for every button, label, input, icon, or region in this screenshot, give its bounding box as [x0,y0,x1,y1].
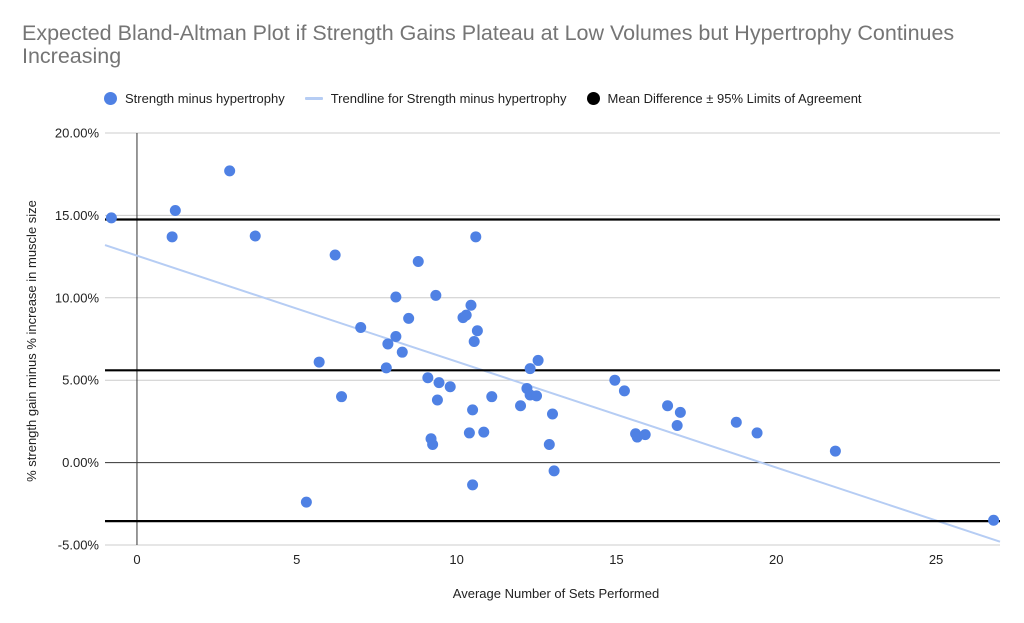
data-point[interactable] [355,321,367,333]
data-point[interactable] [396,346,408,358]
data-point[interactable] [639,429,651,441]
data-point[interactable] [433,377,445,389]
data-point[interactable] [543,438,555,450]
data-point[interactable] [169,204,181,216]
y-axis-label: % strength gain minus % increase in musc… [24,200,39,482]
data-point[interactable] [380,362,392,374]
data-point[interactable] [249,230,261,242]
data-point[interactable] [460,309,472,321]
legend-marker-trendline [304,96,323,100]
data-point[interactable] [467,404,479,416]
data-point[interactable] [403,312,415,324]
x-axis-label: Average Number of Sets Performed [453,586,659,601]
data-point[interactable] [548,465,560,477]
legend-marker-limits [586,91,600,105]
x-tick-label: 10 [449,552,463,567]
data-point[interactable] [336,391,348,403]
data-point[interactable] [166,231,178,243]
legend-label-trendline: Trendline for Strength minus hypertrophy [330,90,567,106]
limits-of-agreement-layer [105,218,1000,523]
data-point[interactable] [422,372,434,384]
data-point[interactable] [730,416,742,428]
y-tick-label: 20.00% [55,126,100,141]
chart-title: Expected Bland-Altman Plot if Strength G… [22,21,955,68]
data-point[interactable] [671,420,683,432]
chart-legend: Strength minus hypertrophy Trendline for… [104,88,882,108]
data-point[interactable] [470,231,482,243]
data-point[interactable] [430,289,442,301]
y-tick-label: 10.00% [55,290,100,305]
data-point[interactable] [751,427,763,439]
legend-label-limits: Mean Difference ± 95% Limits of Agreemen… [607,90,862,106]
data-point[interactable] [515,400,527,412]
y-tick-label: 15.00% [55,208,100,223]
data-point[interactable] [224,165,236,177]
y-tick-label: 0.00% [62,455,99,470]
gridlines [105,132,1000,546]
data-point[interactable] [471,325,483,337]
data-point[interactable] [531,390,543,402]
data-point[interactable] [524,363,536,375]
data-point[interactable] [431,394,443,406]
data-point[interactable] [829,445,841,457]
data-point[interactable] [427,438,439,450]
legend-marker-scatter [104,91,117,105]
data-point[interactable] [486,391,498,403]
x-tick-label: 15 [609,552,623,567]
data-point[interactable] [988,514,1000,526]
data-point[interactable] [329,249,341,261]
data-point[interactable] [609,374,621,386]
legend-label-scatter: Strength minus hypertrophy [125,90,285,106]
x-tick-label: 25 [929,552,943,567]
data-point[interactable] [463,427,475,439]
data-point[interactable] [390,291,402,303]
data-point[interactable] [467,479,479,491]
data-point[interactable] [412,256,424,268]
data-point[interactable] [547,408,558,420]
data-point[interactable] [382,338,394,350]
legend-item-trendline[interactable]: Trendline for Strength minus hypertrophy [304,90,567,106]
data-point[interactable] [468,335,480,347]
data-point[interactable] [674,406,686,418]
data-point[interactable] [444,381,456,393]
data-points [105,165,1000,526]
legend-item-limits[interactable]: Mean Difference ± 95% Limits of Agreemen… [586,90,862,106]
data-point[interactable] [390,331,402,343]
x-tick-label: 5 [293,552,300,567]
data-point[interactable] [532,354,544,366]
data-point[interactable] [662,400,674,412]
data-point[interactable] [478,426,490,438]
y-tick-label: 5.00% [62,373,99,388]
legend-item-scatter[interactable]: Strength minus hypertrophy [104,91,285,106]
trendline-layer [104,244,1001,543]
data-point[interactable] [313,356,325,368]
tick-labels: -5.00% 0.00% 5.00% 10.00% 15.00% 20.00% 0 5 10 15… [55,126,943,568]
data-point[interactable] [300,496,312,508]
x-tick-label: 0 [133,552,140,567]
x-tick-label: 20 [769,552,783,567]
data-point[interactable] [465,299,477,311]
data-point[interactable] [618,385,630,397]
data-point[interactable] [105,212,117,224]
trendline [104,244,1001,543]
y-tick-label: -5.00% [58,538,100,553]
